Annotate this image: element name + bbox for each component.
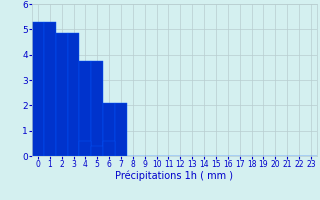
Bar — [103, 141, 115, 156]
X-axis label: Précipitations 1h ( mm ): Précipitations 1h ( mm ) — [116, 171, 233, 181]
Bar — [91, 146, 103, 156]
Bar — [91, 61, 103, 156]
Bar — [103, 103, 115, 156]
Bar — [79, 141, 91, 156]
Bar — [56, 33, 68, 156]
Bar — [68, 33, 79, 156]
Bar — [44, 22, 56, 156]
Bar — [32, 22, 44, 156]
Bar — [115, 103, 127, 156]
Bar — [79, 61, 91, 156]
